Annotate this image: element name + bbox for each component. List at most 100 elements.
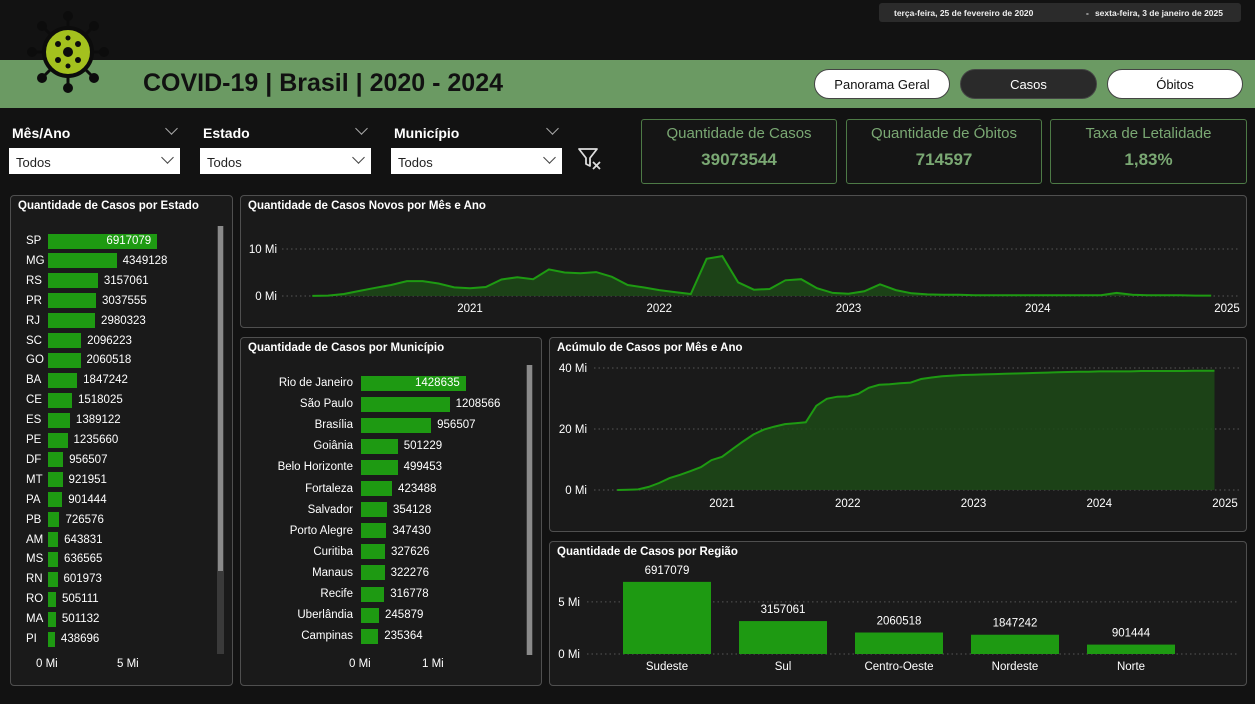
bar <box>48 631 55 647</box>
bar <box>48 611 56 627</box>
bar-category-label: GO <box>26 354 44 367</box>
bar-category-label: Fortaleza <box>305 482 353 495</box>
bar-value-label: 2096223 <box>87 334 132 347</box>
bar-value-label: 347430 <box>392 524 431 537</box>
x-tick-label: 1 Mi <box>422 658 444 670</box>
bar <box>48 492 63 508</box>
x-category-label: Sudeste <box>646 661 688 673</box>
bar-category-label: SC <box>26 334 42 347</box>
bar <box>361 417 432 433</box>
bar <box>361 438 398 454</box>
bar <box>48 313 96 329</box>
date-separator: - <box>1086 8 1089 18</box>
date-range-bar[interactable]: terça-feira, 25 de fevereiro de 2020 - s… <box>879 3 1241 22</box>
bar <box>48 452 64 468</box>
bar <box>48 472 63 488</box>
chart-regiao-title: Quantidade de Casos por Região <box>557 546 738 558</box>
x-tick-label: 0 Mi <box>349 658 371 670</box>
bar <box>855 632 943 654</box>
chevron-down-icon[interactable] <box>165 122 178 135</box>
x-tick-label: 2023 <box>961 498 987 510</box>
bar-category-label: RN <box>26 573 43 586</box>
panel-casos-estado <box>10 195 233 686</box>
scrollbar-thumb[interactable] <box>527 365 532 655</box>
bar-value-label: 235364 <box>384 630 423 643</box>
chevron-down-icon <box>543 151 556 164</box>
bar-value-label: 643831 <box>64 533 103 546</box>
filter-municipio-dropdown[interactable]: Todos <box>391 148 562 174</box>
bar-value-label: 601973 <box>63 573 102 586</box>
bar-value-label: 6917079 <box>106 235 152 247</box>
bar-value-label: 3157061 <box>103 274 149 287</box>
bar-value-label: 1428635 <box>414 377 460 389</box>
bar-category-label: DF <box>26 453 42 466</box>
kpi-title: Taxa de Letalidade <box>1085 125 1212 142</box>
page-title: COVID-19 | Brasil | 2020 - 2024 <box>143 69 504 97</box>
bar-category-label: Belo Horizonte <box>277 461 353 474</box>
bar-value-label: 1518025 <box>77 394 123 407</box>
kpi-title: Quantidade de Óbitos <box>871 125 1017 142</box>
bar <box>48 233 158 249</box>
bar <box>361 375 466 391</box>
x-tick-label: 2024 <box>1086 498 1112 510</box>
nav-casos-button[interactable]: Casos <box>960 69 1097 99</box>
bar-value-label: 956507 <box>69 453 108 466</box>
bar <box>48 551 59 567</box>
date-start: terça-feira, 25 de fevereiro de 2020 <box>894 8 1034 18</box>
bar-value-label: 3157061 <box>761 604 806 616</box>
bar-category-label: PB <box>26 513 42 526</box>
bar-value-label: 2060518 <box>86 354 132 367</box>
bar <box>48 512 60 528</box>
bar <box>48 412 70 428</box>
kpi-value: 1,83% <box>1124 150 1173 169</box>
x-tick-label: 2025 <box>1212 498 1238 510</box>
bar <box>361 544 386 560</box>
chevron-down-icon[interactable] <box>546 122 559 135</box>
bar-value-label: 316778 <box>390 588 429 600</box>
series-line <box>312 254 1212 297</box>
bar-category-label: CE <box>26 394 42 407</box>
chart-estado-title: Quantidade de Casos por Estado <box>18 200 199 212</box>
filter-mes-ano-dropdown[interactable]: Todos <box>9 148 180 174</box>
chart-acumulo-title: Acúmulo de Casos por Mês e Ano <box>557 342 743 354</box>
chart-regiao: 0 Mi 5 Mi 6917079 Sudeste 3157061 Sul 2060518 C… <box>558 565 1239 673</box>
bar <box>361 502 387 518</box>
bar-category-label: PE <box>26 434 42 446</box>
municipio-scrollbar[interactable] <box>526 365 533 655</box>
bar-value-label: 505111 <box>61 593 99 606</box>
bar <box>361 628 379 644</box>
filter-value: Todos <box>398 155 433 170</box>
bar-value-label: 423488 <box>398 482 437 495</box>
bar-value-label: 1235660 <box>73 434 119 446</box>
bar-value-label: 2060518 <box>877 616 922 628</box>
bar-value-label: 245879 <box>385 609 424 622</box>
bar-category-label: Rio de Janeiro <box>278 377 353 389</box>
bar-value-label: 726576 <box>65 513 104 526</box>
nav-panorama-geral-button[interactable]: Panorama Geral <box>814 69 950 99</box>
bar-category-label: Goiânia <box>313 440 353 453</box>
bar <box>48 432 68 448</box>
bar-value-label: 956507 <box>437 419 476 432</box>
date-end: sexta-feira, 3 de janeiro de 2025 <box>1094 8 1223 18</box>
chevron-down-icon[interactable] <box>355 122 368 135</box>
bar <box>48 571 58 587</box>
estado-scrollbar[interactable] <box>217 226 224 654</box>
x-tick-label: 2021 <box>709 498 735 510</box>
y-tick-label: 0 Mi <box>565 485 587 497</box>
clear-filter-icon[interactable] <box>576 145 602 171</box>
x-tick-label: 2024 <box>1025 303 1051 315</box>
bar <box>48 273 98 289</box>
x-category-label: Nordeste <box>992 661 1039 673</box>
x-category-label: Centro-Oeste <box>864 661 933 673</box>
x-tick-label: 5 Mi <box>117 658 139 670</box>
chevron-down-icon <box>352 151 365 164</box>
scrollbar-thumb[interactable] <box>218 226 223 571</box>
bar-category-label: MG <box>26 254 45 267</box>
series-area <box>617 370 1215 490</box>
filter-estado-dropdown[interactable]: Todos <box>200 148 371 174</box>
nav-obitos-button[interactable]: Óbitos <box>1107 69 1243 99</box>
x-tick-label: 0 Mi <box>36 658 58 670</box>
bar-category-label: Manaus <box>312 566 353 579</box>
kpi-value: 714597 <box>915 150 973 169</box>
bar-value-label: 354128 <box>392 503 432 516</box>
